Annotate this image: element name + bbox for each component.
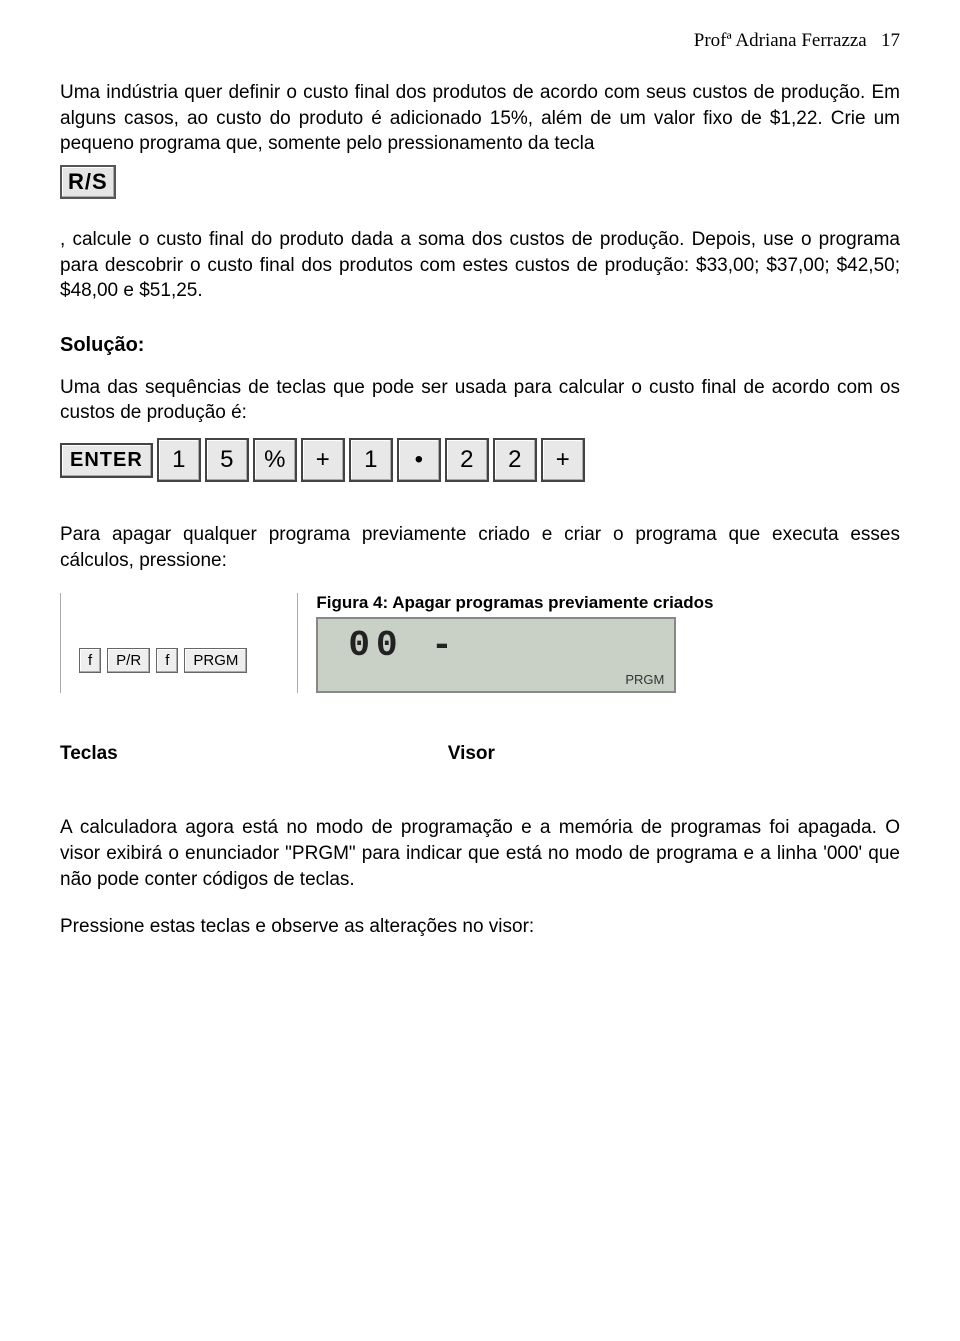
prgm-key-icon: PRGM	[184, 648, 247, 673]
paragraph-6: Pressione estas teclas e observe as alte…	[60, 914, 900, 940]
two-key-icon: 2	[445, 438, 489, 482]
clear-key-sequence: f P/R f PRGM	[79, 648, 247, 673]
pr-key-icon: P/R	[107, 648, 150, 673]
enter-key-icon: ENTER	[60, 443, 153, 478]
dot-key-icon: •	[397, 438, 441, 482]
page-container: Profª Adriana Ferrazza 17 Uma indústria …	[0, 0, 960, 984]
f-key-icon-2: f	[156, 648, 178, 673]
teclas-label: Teclas	[60, 743, 118, 765]
paragraph-4: Para apagar qualquer programa previament…	[60, 522, 900, 573]
author-name: Profª Adriana Ferrazza	[694, 30, 867, 51]
solution-heading: Solução:	[60, 334, 900, 357]
one-key-icon-2: 1	[349, 438, 393, 482]
page-header: Profª Adriana Ferrazza 17	[60, 30, 900, 52]
visor-label: Visor	[448, 743, 495, 765]
figure-block: f P/R f PRGM Figura 4: Apagar programas …	[60, 593, 900, 693]
plus-key-icon-2: +	[541, 438, 585, 482]
paragraph-2: , calcule o custo final do produto dada …	[60, 227, 900, 304]
figure-caption: Figura 4: Apagar programas previamente c…	[316, 593, 713, 613]
f-key-icon: f	[79, 648, 101, 673]
five-key-icon: 5	[205, 438, 249, 482]
display-prgm-indicator: PRGM	[625, 672, 664, 687]
one-key-icon: 1	[157, 438, 201, 482]
key-sequence-row: ENTER 1 5 % + 1 • 2 2 +	[60, 438, 900, 482]
calculator-display: 00 - PRGM	[316, 617, 676, 693]
display-digits: 00 -	[318, 619, 674, 666]
paragraph-3: Uma das sequências de teclas que pode se…	[60, 375, 900, 426]
teclas-visor-row: Teclas Visor	[60, 743, 900, 765]
paragraph-5: A calculadora agora está no modo de prog…	[60, 815, 900, 892]
plus-key-icon: +	[301, 438, 345, 482]
two-key-icon-2: 2	[493, 438, 537, 482]
figure-right: Figura 4: Apagar programas previamente c…	[297, 593, 713, 693]
paragraph-1: Uma indústria quer definir o custo final…	[60, 80, 900, 157]
percent-key-icon: %	[253, 438, 297, 482]
rs-key-icon: R/S	[60, 165, 116, 199]
page-number: 17	[881, 30, 900, 51]
